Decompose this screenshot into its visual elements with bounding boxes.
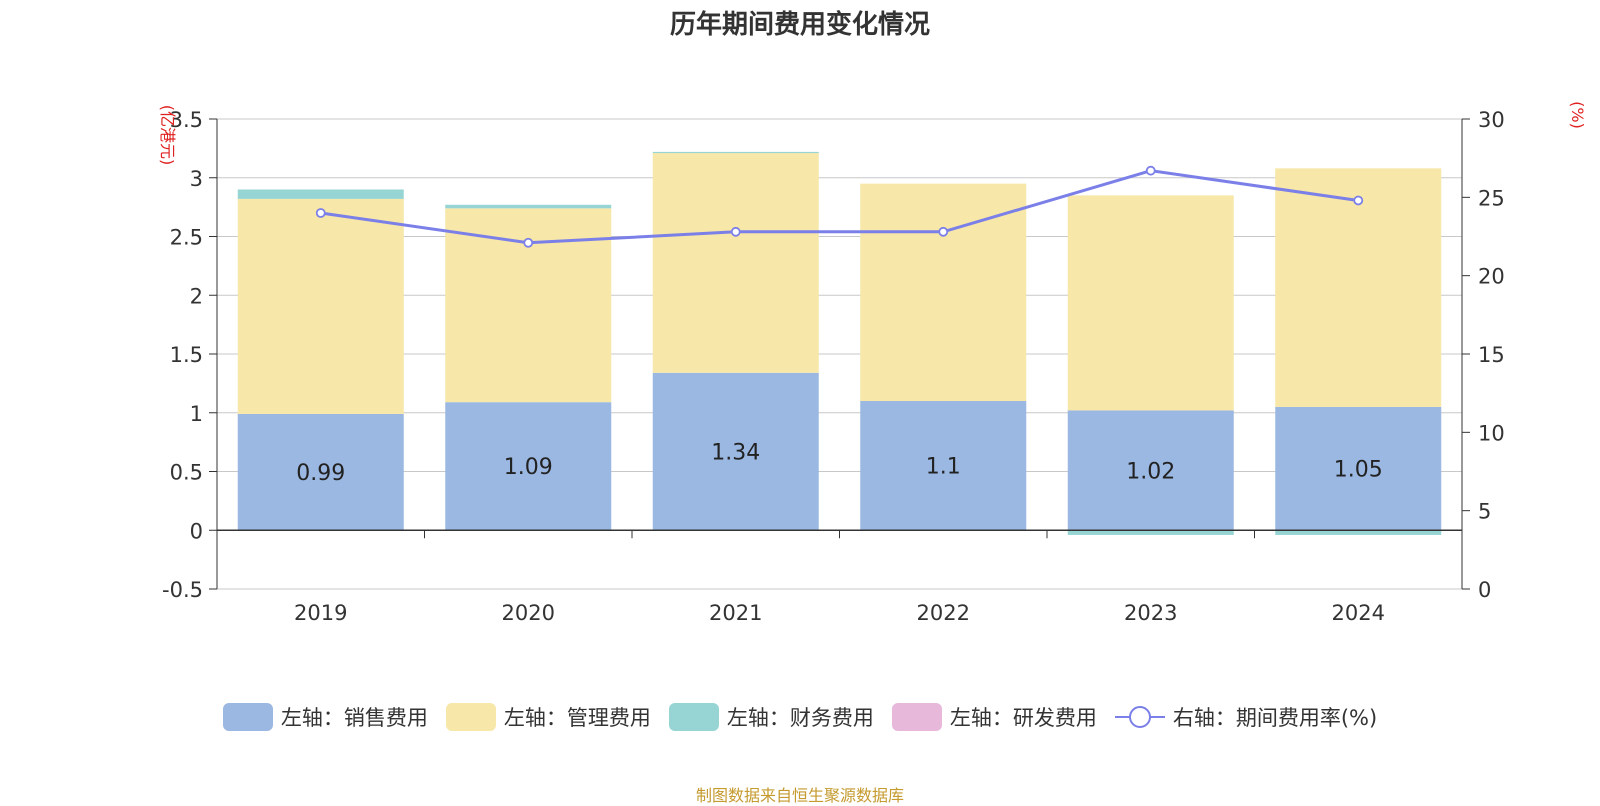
legend-item[interactable]: 右轴：期间费用率(%)	[1114, 702, 1378, 732]
legend-item[interactable]: 左轴：研发费用	[891, 702, 1097, 732]
legend-swatch	[445, 703, 496, 731]
right-tick-label: 0	[1478, 578, 1491, 602]
grid-layer	[217, 118, 1462, 590]
rate-point	[730, 226, 741, 237]
right-unit-label: (%)	[1568, 101, 1587, 129]
left-unit-label: (亿港元)	[158, 105, 177, 166]
legend-item[interactable]: 左轴：销售费用	[222, 702, 428, 732]
bar-segment	[445, 208, 612, 403]
legend: 左轴：销售费用 左轴：管理费用 左轴：财务费用 左轴：研发费用 右轴：期间费用率(%)	[0, 702, 1600, 732]
left-tick-label: 3.5	[170, 108, 203, 132]
bar-segment	[860, 401, 1027, 531]
bar-segment	[1067, 410, 1234, 531]
rate-line	[320, 169, 1359, 245]
legend-label: 左轴：财务费用	[726, 706, 874, 730]
bar-segment	[860, 183, 1027, 401]
bar-segment	[652, 151, 819, 154]
x-tick-label: 2022	[917, 601, 970, 625]
right-tick-label: 5	[1478, 500, 1491, 524]
legend-swatch	[891, 703, 942, 731]
legend-label: 左轴：销售费用	[280, 706, 428, 730]
bar-segment	[237, 198, 404, 414]
bar-segment	[1275, 530, 1442, 535]
x-tick-label: 2021	[709, 601, 762, 625]
bar-segment	[1275, 168, 1442, 407]
rate-point	[523, 237, 534, 248]
right-tick-label: 15	[1478, 343, 1505, 367]
left-tick-label: 2.5	[170, 226, 203, 250]
bar-segment	[445, 402, 612, 531]
label-layer: 0.99 1.09 1.34 1.1 1.02 1.05	[296, 441, 1382, 487]
right-tick-label: 25	[1478, 186, 1505, 210]
axis-layer: 3.5 3 2.5 2 1.5 1 0.5 0 -0.5 30 25 20 15 10 5 0 (亿港元) (%)…	[158, 101, 1587, 625]
legend-item[interactable]: 左轴：管理费用	[445, 702, 651, 732]
source-note: 制图数据来自恒生聚源数据库	[695, 786, 904, 805]
left-tick-label: -0.5	[162, 578, 203, 602]
bar-segment	[237, 189, 404, 199]
rate-point	[938, 226, 949, 237]
legend-label: 右轴：期间费用率(%)	[1172, 706, 1378, 730]
x-tick-label: 2020	[502, 601, 555, 625]
legend-item[interactable]: 左轴：财务费用	[668, 702, 874, 732]
bar-segment	[237, 413, 404, 531]
bar-segment	[652, 372, 819, 531]
bar-layer	[237, 151, 1442, 535]
legend-label: 左轴：管理费用	[503, 706, 651, 730]
right-tick-label: 10	[1478, 421, 1505, 445]
line-layer	[315, 165, 1364, 248]
legend-label: 左轴：研发费用	[949, 706, 1097, 730]
bar-segment	[1275, 406, 1442, 531]
left-tick-label: 2	[190, 284, 203, 308]
x-tick-label: 2023	[1124, 601, 1177, 625]
bar-segment	[1067, 195, 1234, 411]
right-tick-label: 20	[1478, 265, 1505, 289]
x-tick-label: 2019	[294, 601, 347, 625]
legend-swatch	[222, 703, 273, 731]
bar-segment	[445, 204, 612, 209]
legend-line-swatch	[1114, 703, 1165, 731]
left-tick-label: 1.5	[170, 343, 203, 367]
data-label: 1.09	[504, 455, 553, 480]
legend-swatch	[668, 703, 719, 731]
data-label: 1.34	[711, 441, 760, 466]
left-tick-label: 0	[190, 519, 203, 543]
data-label: 1.1	[926, 455, 961, 480]
data-label: 0.99	[296, 461, 345, 486]
rate-point	[315, 208, 326, 218]
left-tick-label: 0.5	[170, 461, 203, 485]
chart-title: 历年期间费用变化情况	[669, 10, 930, 40]
rate-point	[1353, 195, 1364, 206]
data-label: 1.05	[1334, 458, 1383, 483]
rate-point	[1145, 165, 1156, 176]
right-tick-label: 30	[1478, 108, 1505, 132]
x-tick-label: 2024	[1332, 601, 1385, 625]
left-tick-label: 3	[190, 167, 203, 191]
data-label: 1.02	[1126, 459, 1175, 484]
left-tick-label: 1	[190, 402, 203, 426]
bar-segment	[1067, 530, 1234, 535]
bar-segment	[652, 153, 819, 373]
